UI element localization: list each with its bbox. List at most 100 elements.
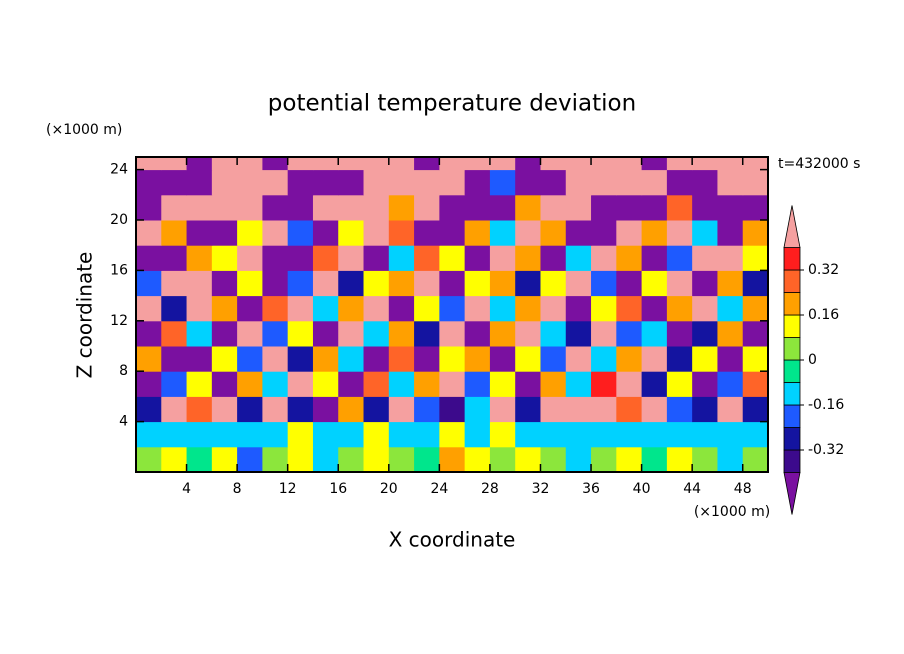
field-cell — [439, 421, 466, 448]
field-cell — [489, 346, 516, 372]
field-cell — [616, 270, 643, 297]
field-cell — [363, 346, 390, 372]
field-cell — [641, 157, 668, 171]
y-unit: (×1000 m) — [46, 122, 122, 138]
field-cell — [262, 220, 289, 246]
field-cell — [136, 371, 162, 397]
field-cell — [565, 169, 592, 196]
field-cell — [464, 396, 491, 423]
field-cell — [717, 157, 744, 171]
field-cell — [363, 220, 390, 246]
field-cell — [388, 245, 415, 271]
field-cell — [540, 371, 567, 397]
field-cell — [489, 446, 516, 473]
field-cell — [439, 270, 466, 297]
field-cell — [641, 421, 668, 448]
field-cell — [666, 320, 693, 347]
field-cell — [515, 194, 541, 221]
field-cell — [287, 295, 314, 322]
field-cell — [237, 169, 263, 196]
colorbar-tick-label: -0.16 — [808, 397, 844, 413]
field-cell — [414, 169, 440, 196]
field-cell — [540, 270, 567, 297]
colorbar-segment — [783, 269, 801, 293]
field-cell — [363, 396, 390, 423]
field-cell — [565, 320, 592, 347]
field-cell — [136, 245, 162, 271]
field-cell — [262, 446, 289, 473]
field-cell — [641, 169, 668, 196]
field-cell — [237, 245, 263, 271]
field-cell — [136, 157, 162, 171]
field-cell — [742, 245, 769, 271]
field-cell — [540, 245, 567, 271]
field-cell — [186, 346, 213, 372]
field-cell — [692, 295, 718, 322]
y-tick-label: 16 — [110, 262, 128, 278]
field-cell — [464, 421, 491, 448]
x-tick-label: 32 — [532, 481, 550, 497]
field-cell — [742, 446, 769, 473]
field-cell — [692, 194, 718, 221]
field-cell — [211, 270, 238, 297]
field-cell — [287, 169, 314, 196]
field-cell — [439, 396, 466, 423]
field-cell — [414, 371, 440, 397]
field-cell — [540, 220, 567, 246]
field-cell — [136, 421, 162, 448]
field-cell — [439, 446, 466, 473]
field-cell — [666, 220, 693, 246]
field-cell — [161, 320, 188, 347]
field-cell — [489, 396, 516, 423]
field-cell — [136, 295, 162, 322]
field-cell — [414, 396, 440, 423]
field-cell — [161, 295, 188, 322]
field-cell — [186, 194, 213, 221]
field-cell — [565, 270, 592, 297]
field-cell — [338, 157, 365, 171]
field-cell — [717, 421, 744, 448]
field-cell — [136, 320, 162, 347]
field-cell — [540, 446, 567, 473]
field-cell — [692, 270, 718, 297]
field-cell — [515, 270, 541, 297]
field-cell — [540, 169, 567, 196]
field-cell — [540, 346, 567, 372]
field-cell — [161, 157, 188, 171]
chart-title: potential temperature deviation — [268, 91, 636, 117]
field-cell — [591, 169, 617, 196]
field-cell — [641, 446, 668, 473]
field-cell — [565, 220, 592, 246]
field-cell — [211, 396, 238, 423]
field-cell — [717, 346, 744, 372]
field-cell — [287, 446, 314, 473]
field-cell — [338, 396, 365, 423]
field-cell — [262, 371, 289, 397]
field-cell — [717, 446, 744, 473]
field-cell — [591, 446, 617, 473]
field-cell — [237, 194, 263, 221]
field-cell — [666, 295, 693, 322]
colorbar-tick-label: 0.16 — [808, 307, 839, 323]
field-cell — [717, 295, 744, 322]
field-cell — [666, 421, 693, 448]
field-cell — [262, 245, 289, 271]
field-cell — [388, 320, 415, 347]
x-tick-label: 16 — [329, 481, 347, 497]
field-cell — [287, 346, 314, 372]
field-cell — [287, 421, 314, 448]
field-cell — [363, 371, 390, 397]
field-cell — [692, 169, 718, 196]
colorbar-segment — [783, 314, 801, 338]
field-cell — [388, 371, 415, 397]
field-cell — [211, 194, 238, 221]
field-cell — [616, 245, 643, 271]
field-cell — [439, 220, 466, 246]
field-cell — [262, 295, 289, 322]
field-cell — [312, 320, 339, 347]
field-cell — [439, 157, 466, 171]
field-cell — [363, 245, 390, 271]
field-cell — [464, 320, 491, 347]
field-cell — [641, 346, 668, 372]
field-cell — [515, 157, 541, 171]
